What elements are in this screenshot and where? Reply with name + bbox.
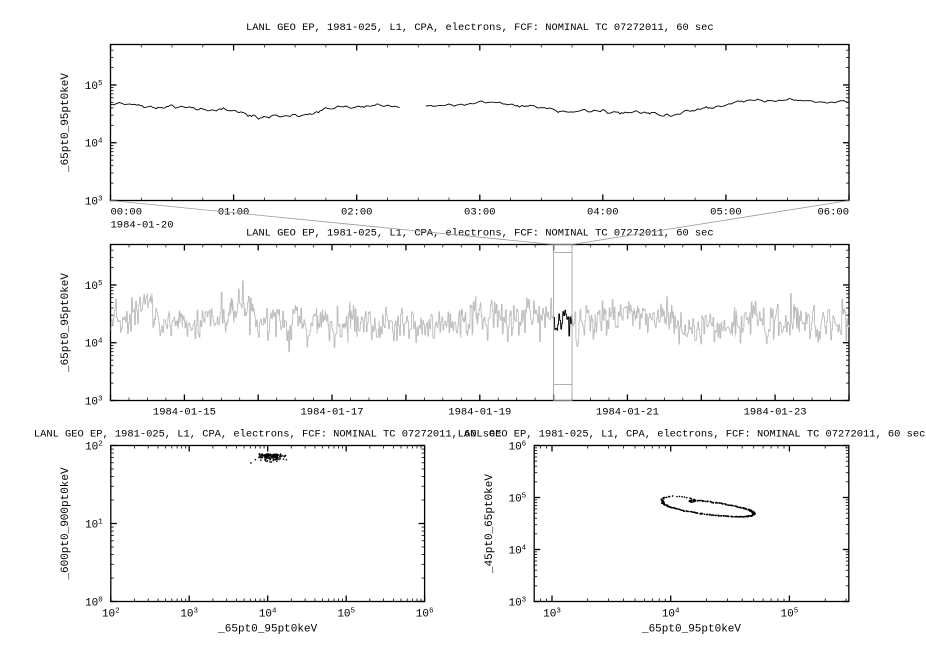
svg-text:1984-01-19: 1984-01-19 (448, 407, 511, 419)
svg-text:02:00: 02:00 (341, 207, 373, 219)
svg-text:_65pt0_95pt0keV: _65pt0_95pt0keV (60, 73, 72, 173)
svg-text:LANL GEO EP, 1981-025, L1, CPA: LANL GEO EP, 1981-025, L1, CPA, electron… (246, 22, 714, 34)
svg-text:1984-01-20: 1984-01-20 (111, 220, 174, 232)
svg-text:1984-01-15: 1984-01-15 (153, 407, 216, 419)
svg-text:_65pt0_95pt0keV: _65pt0_95pt0keV (641, 624, 741, 636)
svg-text:LANL GEO EP, 1981-025, L1, CPA: LANL GEO EP, 1981-025, L1, CPA, electron… (34, 429, 502, 441)
svg-text:1984-01-21: 1984-01-21 (596, 407, 659, 419)
svg-text:_600pt0_900pt0keV: _600pt0_900pt0keV (60, 467, 72, 581)
svg-text:_45pt0_65pt0keV: _45pt0_65pt0keV (484, 474, 496, 574)
svg-text:03:00: 03:00 (464, 207, 496, 219)
svg-text:00:00: 00:00 (111, 207, 143, 219)
svg-text:LANL GEO EP, 1981-025, L1, CPA: LANL GEO EP, 1981-025, L1, CPA, electron… (458, 429, 926, 441)
svg-text:_65pt0_95pt0keV: _65pt0_95pt0keV (60, 273, 72, 373)
svg-text:1984-01-23: 1984-01-23 (744, 407, 807, 419)
svg-text:1984-01-17: 1984-01-17 (300, 407, 363, 419)
svg-text:06:00: 06:00 (817, 207, 849, 219)
svg-text:_65pt0_95pt0keV: _65pt0_95pt0keV (217, 624, 317, 636)
svg-text:04:00: 04:00 (587, 207, 619, 219)
svg-text:05:00: 05:00 (710, 207, 742, 219)
